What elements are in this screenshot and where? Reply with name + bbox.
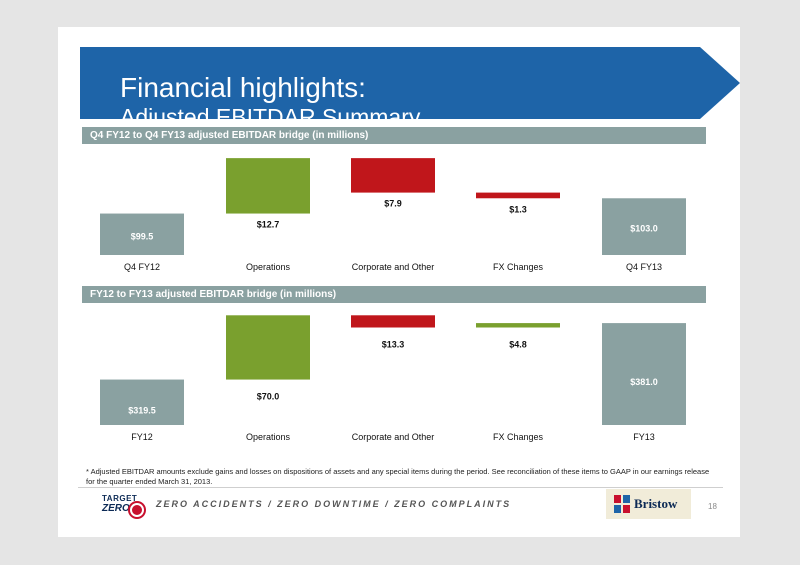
bar-fx-changes	[476, 323, 560, 328]
title-arrow-shape	[700, 47, 740, 119]
bristow-logo-text: Bristow	[634, 496, 678, 511]
bristow-logo: Bristow	[606, 489, 691, 519]
footnote: * Adjusted EBITDAR amounts exclude gains…	[86, 467, 710, 486]
category-label: FX Changes	[493, 432, 544, 442]
chart-annual-bridge: $319.5 FY12 $70.0 Operations $13.3 Corporate …	[100, 315, 686, 442]
bar-q4-fy12	[100, 213, 184, 255]
data-label: $319.5	[128, 405, 156, 415]
bar-operations	[226, 315, 310, 380]
category-label: FY12	[131, 432, 153, 442]
category-label: FX Changes	[493, 262, 544, 272]
data-label: $103.0	[630, 224, 658, 234]
chart-quarterly-bridge: $99.5 Q4 FY12 $12.7 Operations $7.9 Corporate…	[100, 158, 686, 272]
tagline: ZERO ACCIDENTS / ZERO DOWNTIME / ZERO CO…	[156, 499, 512, 509]
slide: Financial highlights: Adjusted EBITDAR S…	[58, 27, 740, 537]
target-icon	[130, 503, 144, 517]
slide-subtitle: Adjusted EBITDAR Summary	[120, 104, 421, 130]
data-label: $12.7	[257, 220, 280, 230]
data-label: $381.0	[630, 377, 658, 387]
category-label: Operations	[246, 262, 291, 272]
bar-operations	[226, 158, 310, 214]
category-label: Operations	[246, 432, 291, 442]
data-label: $1.3	[509, 204, 527, 214]
page-number: 18	[708, 502, 717, 511]
category-label: Corporate and Other	[352, 432, 435, 442]
bar-corporate-and-other	[351, 158, 435, 193]
bar-fy12	[100, 379, 184, 425]
target-zero-logo-line2: ZERO	[102, 503, 130, 514]
target-zero-logo-line1: TARGET	[102, 494, 138, 503]
category-label: Corporate and Other	[352, 262, 435, 272]
footer-divider	[78, 487, 723, 488]
target-zero-logo: TARGET ZERO	[98, 493, 148, 517]
data-label: $7.9	[384, 199, 402, 209]
slide-title: Financial highlights:	[120, 72, 366, 103]
data-label: $70.0	[257, 392, 280, 402]
bar-fx-changes	[476, 192, 560, 199]
chart-1-header: Q4 FY12 to Q4 FY13 adjusted EBITDAR brid…	[82, 127, 706, 144]
bar-corporate-and-other	[351, 315, 435, 328]
title-banner: Financial highlights: Adjusted EBITDAR S…	[80, 47, 700, 130]
bar-fy13	[602, 323, 686, 425]
data-label: $99.5	[131, 231, 154, 241]
data-label: $4.8	[509, 340, 527, 350]
chart-2-header: FY12 to FY13 adjusted EBITDAR bridge (in…	[82, 286, 706, 303]
data-label: $13.3	[382, 340, 405, 350]
category-label: Q4 FY12	[124, 262, 160, 272]
bar-q4-fy13	[602, 198, 686, 255]
bristow-mark-icon	[614, 495, 630, 513]
category-label: Q4 FY13	[626, 262, 662, 272]
category-label: FY13	[633, 432, 655, 442]
